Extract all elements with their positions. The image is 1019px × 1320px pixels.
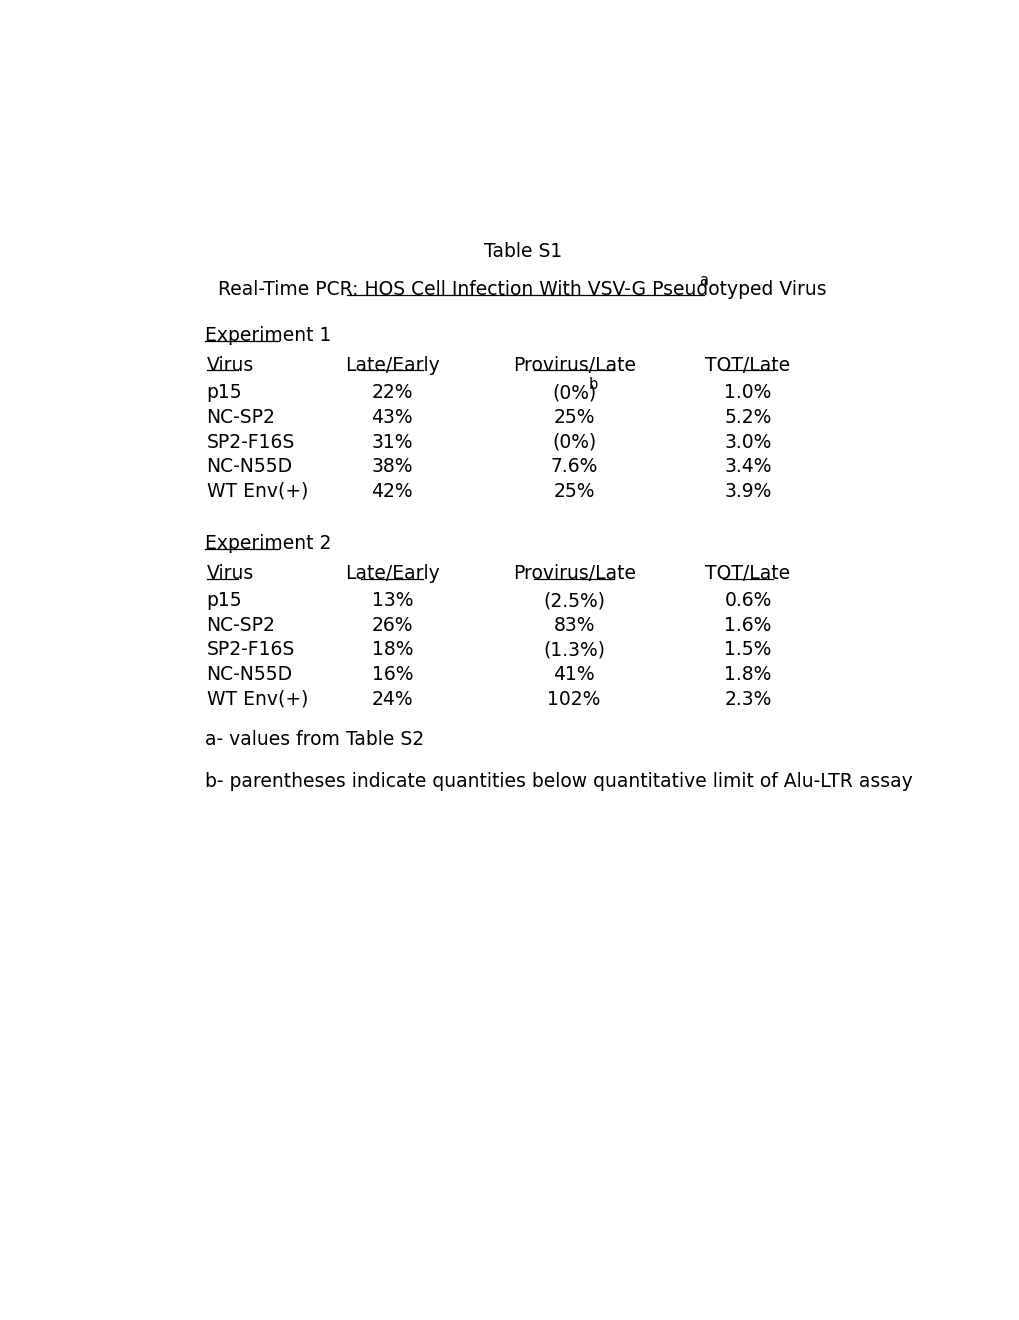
Text: 5.2%: 5.2%: [723, 408, 771, 426]
Text: Provirus/Late: Provirus/Late: [513, 355, 635, 375]
Text: (0%): (0%): [551, 383, 596, 403]
Text: (0%): (0%): [551, 433, 596, 451]
Text: Provirus/Late: Provirus/Late: [513, 564, 635, 583]
Text: 22%: 22%: [371, 383, 413, 403]
Text: SP2-F16S: SP2-F16S: [206, 433, 294, 451]
Text: 16%: 16%: [371, 665, 413, 684]
Text: 0.6%: 0.6%: [723, 591, 771, 610]
Text: (1.3%): (1.3%): [542, 640, 604, 660]
Text: SP2-F16S: SP2-F16S: [206, 640, 294, 660]
Text: 26%: 26%: [371, 616, 413, 635]
Text: 1.0%: 1.0%: [723, 383, 771, 403]
Text: 1.6%: 1.6%: [723, 616, 771, 635]
Text: 7.6%: 7.6%: [550, 457, 597, 477]
Text: 42%: 42%: [371, 482, 413, 500]
Text: 43%: 43%: [371, 408, 413, 426]
Text: a- values from Table S2: a- values from Table S2: [205, 730, 424, 748]
Text: 83%: 83%: [553, 616, 594, 635]
Text: NC-N55D: NC-N55D: [206, 457, 292, 477]
Text: NC-N55D: NC-N55D: [206, 665, 292, 684]
Text: 3.4%: 3.4%: [723, 457, 771, 477]
Text: TOT/Late: TOT/Late: [705, 355, 790, 375]
Text: b- parentheses indicate quantities below quantitative limit of Alu-LTR assay: b- parentheses indicate quantities below…: [205, 772, 912, 791]
Text: 25%: 25%: [553, 482, 594, 500]
Text: NC-SP2: NC-SP2: [206, 408, 275, 426]
Text: p15: p15: [206, 383, 242, 403]
Text: 31%: 31%: [371, 433, 413, 451]
Text: Experiment 2: Experiment 2: [205, 535, 331, 553]
Text: TOT/Late: TOT/Late: [705, 564, 790, 583]
Text: 3.0%: 3.0%: [723, 433, 771, 451]
Text: 2.3%: 2.3%: [723, 689, 771, 709]
Text: 38%: 38%: [371, 457, 413, 477]
Text: 18%: 18%: [371, 640, 413, 660]
Text: b: b: [588, 378, 597, 392]
Text: Virus: Virus: [206, 564, 254, 583]
Text: NC-SP2: NC-SP2: [206, 616, 275, 635]
Text: a: a: [699, 273, 708, 288]
Text: 24%: 24%: [371, 689, 413, 709]
Text: 1.5%: 1.5%: [723, 640, 771, 660]
Text: 13%: 13%: [371, 591, 413, 610]
Text: WT Env(+): WT Env(+): [206, 482, 308, 500]
Text: Virus: Virus: [206, 355, 254, 375]
Text: 102%: 102%: [547, 689, 600, 709]
Text: Late/Early: Late/Early: [344, 564, 439, 583]
Text: Late/Early: Late/Early: [344, 355, 439, 375]
Text: 25%: 25%: [553, 408, 594, 426]
Text: WT Env(+): WT Env(+): [206, 689, 308, 709]
Text: 41%: 41%: [552, 665, 594, 684]
Text: Real-Time PCR: HOS Cell Infection With VSV-G Pseudotyped Virus: Real-Time PCR: HOS Cell Infection With V…: [218, 280, 826, 300]
Text: Experiment 1: Experiment 1: [205, 326, 331, 346]
Text: 1.8%: 1.8%: [723, 665, 771, 684]
Text: 3.9%: 3.9%: [723, 482, 771, 500]
Text: Table S1: Table S1: [483, 242, 561, 260]
Text: (2.5%): (2.5%): [542, 591, 604, 610]
Text: p15: p15: [206, 591, 242, 610]
